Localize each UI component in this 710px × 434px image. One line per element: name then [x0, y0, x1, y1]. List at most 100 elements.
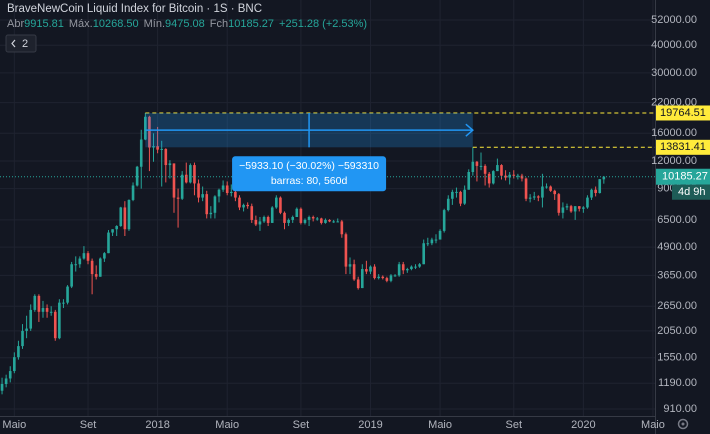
candle-body — [0, 384, 4, 391]
candle-body — [508, 174, 511, 178]
candle-body — [483, 165, 487, 174]
candle-body — [586, 197, 589, 208]
x-tick-label: 2020 — [571, 419, 595, 431]
candle-body — [184, 174, 188, 183]
candle-body — [37, 295, 41, 312]
candle-body — [197, 183, 200, 198]
countdown-tag — [672, 184, 710, 200]
candle-body — [193, 165, 196, 184]
candle-body — [467, 171, 471, 190]
chevron-icon — [11, 39, 16, 48]
candle-body — [94, 274, 98, 277]
candle-body — [172, 163, 176, 198]
candle-body — [127, 199, 131, 230]
candle-body — [144, 116, 147, 140]
candle-body — [577, 206, 581, 209]
candle-body — [446, 198, 450, 211]
grid — [0, 0, 655, 416]
candle-body — [78, 258, 82, 265]
candle-body — [262, 217, 266, 222]
ohlc-key: Máx. — [69, 18, 93, 30]
chart-title: BraveNewCoin Liquid Index for Bitcoin · … — [7, 3, 262, 15]
candle-body — [66, 286, 69, 303]
last-price-tag — [656, 168, 710, 185]
candle-body — [225, 185, 229, 194]
candle-body — [328, 219, 331, 222]
candle-body — [340, 221, 344, 235]
x-tick-label: 2019 — [358, 419, 382, 431]
candle-body — [582, 207, 585, 209]
ohlc-key: Mín. — [144, 18, 165, 30]
candle-body — [238, 197, 241, 208]
candle-body — [25, 328, 28, 331]
collapse-button[interactable]: 2 — [5, 34, 37, 53]
candle-body — [369, 266, 372, 272]
ohlc-value: 10268.50 — [93, 18, 139, 30]
candle-body — [266, 217, 270, 223]
y-tick-label: 16000.00 — [651, 127, 697, 139]
candle-body — [254, 219, 258, 225]
candle-body — [86, 253, 90, 261]
candle-body — [471, 161, 475, 172]
price-level-tag — [656, 105, 710, 121]
candle-body — [487, 173, 491, 184]
candle-body — [401, 264, 405, 271]
candle-body — [418, 264, 421, 267]
candle-body — [602, 176, 606, 180]
price-level-tag — [656, 139, 710, 155]
candle-body — [414, 266, 417, 268]
candle-body — [479, 165, 483, 167]
overlay: 10185.27 4d 9h 19764.51 13831.41 −5933.10 (−… — [0, 105, 710, 200]
candle-body — [545, 186, 548, 188]
y-tick-label: 1190.00 — [658, 377, 697, 389]
candle-body — [201, 194, 204, 198]
candle-body — [8, 371, 12, 379]
candle-body — [58, 302, 61, 339]
measure-info-text: barras: 80, 560d — [271, 175, 348, 187]
candle-body — [45, 308, 49, 312]
candle-body — [422, 243, 426, 265]
y-tick-label: 4900.00 — [657, 241, 697, 253]
candle-body — [569, 206, 573, 212]
candle-body — [21, 330, 24, 347]
y-tick-label: 910.00 — [663, 403, 697, 415]
price-level-label: 13831.41 — [660, 141, 706, 153]
candle-body — [504, 175, 507, 178]
candle-body — [598, 179, 602, 194]
ohlc-row: Abr9915.81 Máx.10268.50 Mín.9475.08 Fch1018… — [7, 18, 367, 30]
candle-body — [352, 264, 356, 280]
candle-body — [111, 229, 114, 233]
candle-body — [573, 206, 577, 212]
candle-body — [549, 186, 552, 191]
candle-body — [291, 217, 295, 220]
candle-body — [152, 146, 155, 148]
candle-body — [229, 191, 233, 194]
last-price-label: 10185.27 — [662, 171, 708, 183]
candle-body — [491, 171, 495, 184]
candle-body — [275, 197, 278, 208]
candle-body — [139, 139, 143, 167]
settings-button[interactable] — [677, 418, 689, 430]
candle-body — [221, 185, 225, 190]
candle-body — [107, 232, 110, 254]
plot-area — [0, 112, 606, 395]
candle-body — [426, 243, 430, 245]
y-tick-label: 1550.00 — [657, 352, 697, 364]
price-level-label: 19764.51 — [660, 107, 706, 119]
y-tick-label: 2050.00 — [657, 325, 697, 337]
candle-body — [344, 234, 348, 267]
candle-body — [332, 221, 335, 223]
candle-body — [148, 116, 151, 148]
candle-body — [234, 191, 237, 198]
ohlc-key: Fch — [210, 18, 228, 30]
x-tick-label: Maio — [641, 419, 665, 431]
candle-body — [311, 217, 315, 219]
candle-body — [82, 253, 86, 259]
candle-body — [356, 279, 360, 289]
x-tick-label: Maio — [215, 419, 239, 431]
candle-body — [532, 196, 536, 198]
candle-body — [459, 191, 462, 204]
candle-body — [242, 204, 245, 208]
